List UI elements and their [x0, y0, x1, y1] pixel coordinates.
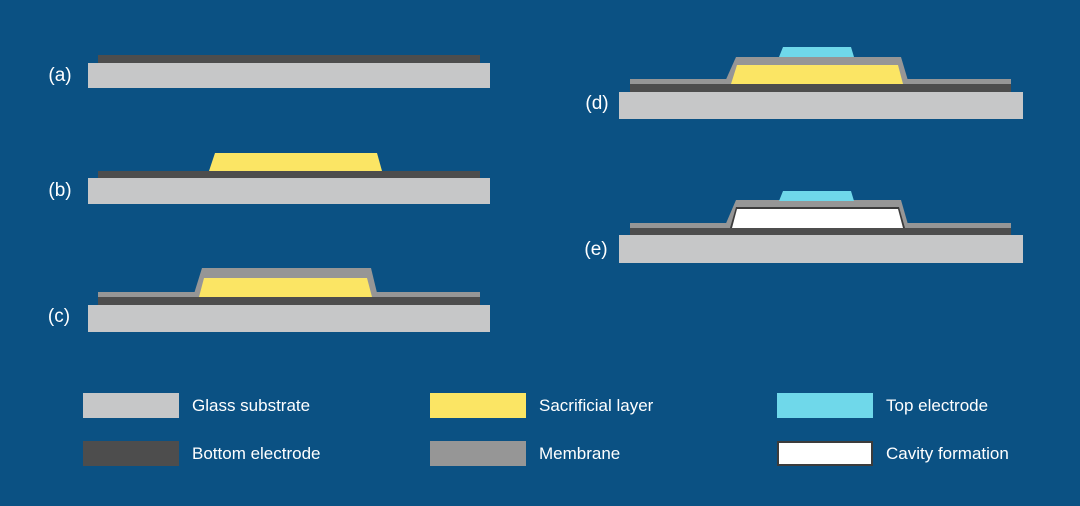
legend-label-cavity-formation: Cavity formation: [886, 443, 1009, 463]
panel-label-a: (a): [48, 65, 72, 86]
legend-item-membrane: Membrane: [430, 441, 620, 466]
bottom-electrode-layer: [98, 171, 480, 178]
legend-label-bottom-electrode: Bottom electrode: [192, 443, 321, 463]
panel-label-c: (c): [47, 306, 71, 327]
panel-label-e: (e): [584, 239, 608, 260]
panel-label-b: (b): [48, 180, 72, 201]
bottom-electrode-layer: [98, 55, 480, 63]
legend-label-top-electrode: Top electrode: [886, 395, 989, 415]
legend-swatch-sacrificial-layer: [430, 393, 526, 418]
sacrificial-layer-shape: [209, 153, 382, 171]
cavity-shape: [732, 209, 903, 228]
top-electrode-shape: [779, 191, 854, 201]
bottom-electrode-layer: [630, 228, 1011, 235]
sacrificial-layer-shape: [199, 278, 372, 297]
legend-item-top-electrode: Top electrode: [777, 393, 988, 418]
legend-item-sacrificial-layer: Sacrificial layer: [430, 393, 653, 418]
legend-item-cavity-formation: Cavity formation: [777, 441, 1009, 466]
bottom-electrode-layer: [98, 297, 480, 305]
legend-label-membrane: Membrane: [539, 443, 621, 463]
legend-item-glass-substrate: Glass substrate: [83, 393, 310, 418]
legend-swatch-cavity-formation: [777, 441, 873, 466]
legend-swatch-bottom-electrode: [83, 441, 179, 466]
glass-substrate-layer: [88, 178, 490, 204]
legend-swatch-glass-substrate: [83, 393, 179, 418]
legend-label-glass-substrate: Glass substrate: [192, 395, 311, 415]
glass-substrate-layer: [88, 305, 490, 332]
glass-substrate-layer: [88, 63, 490, 88]
glass-substrate-layer: [619, 235, 1023, 263]
legend-swatch-top-electrode: [777, 393, 873, 418]
glass-substrate-layer: [619, 92, 1023, 119]
legend-item-bottom-electrode: Bottom electrode: [83, 441, 321, 466]
panel-label-d: (d): [585, 93, 609, 114]
bottom-electrode-layer: [630, 84, 1011, 92]
top-electrode-shape: [779, 47, 854, 57]
legend-swatch-membrane: [430, 441, 526, 466]
legend-label-sacrificial-layer: Sacrificial layer: [539, 395, 654, 415]
sacrificial-layer-shape: [731, 65, 903, 84]
